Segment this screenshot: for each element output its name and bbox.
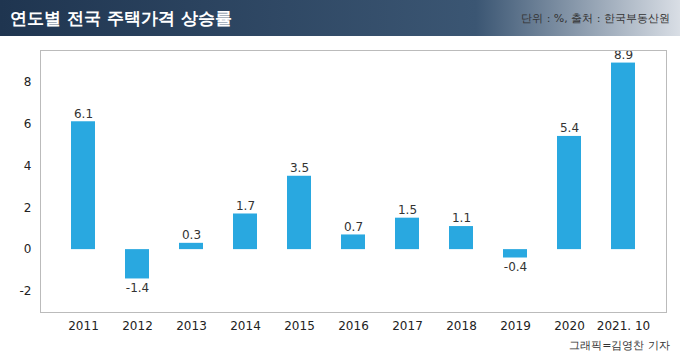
svg-text:2011: 2011 [68,319,99,333]
svg-text:0.3: 0.3 [182,228,201,242]
html-text:단위 : %, 출처 : 한국부동산원: 단위 : %, 출처 : 한국부동산원 [521,11,670,25]
svg-text:2012: 2012 [122,319,153,333]
svg-text:3.5: 3.5 [290,161,309,175]
svg-text:6: 6 [24,117,32,131]
svg-text:6.1: 6.1 [74,107,93,121]
svg-text:1.7: 1.7 [236,199,255,213]
svg-text:2015: 2015 [284,319,315,333]
svg-text:2019: 2019 [500,319,531,333]
html-text:그래픽=김영찬 기자: 그래픽=김영찬 기자 [569,339,670,352]
svg-text:1.5: 1.5 [398,203,417,217]
svg-text:2016: 2016 [338,319,369,333]
svg-text:2: 2 [24,201,32,215]
svg-text:2017: 2017 [392,319,423,333]
svg-text:-2: -2 [20,284,32,298]
svg-text:-0.4: -0.4 [504,260,527,274]
svg-text:8: 8 [24,75,32,89]
svg-text:2020: 2020 [554,319,585,333]
svg-text:8.9: 8.9 [614,47,633,62]
svg-text:5.4: 5.4 [560,121,579,135]
svg-text:2014: 2014 [230,319,261,333]
svg-text:4: 4 [24,159,32,173]
svg-text:1.1: 1.1 [452,211,471,225]
svg-text:2013: 2013 [176,319,207,333]
html-text:연도별 전국 주택가격 상승률: 연도별 전국 주택가격 상승률 [10,7,232,28]
svg-text:2021. 10: 2021. 10 [597,319,650,333]
svg-text:0.7: 0.7 [344,220,363,234]
svg-text:0: 0 [24,242,32,256]
svg-text:-1.4: -1.4 [126,281,149,295]
svg-text:2018: 2018 [446,319,477,333]
